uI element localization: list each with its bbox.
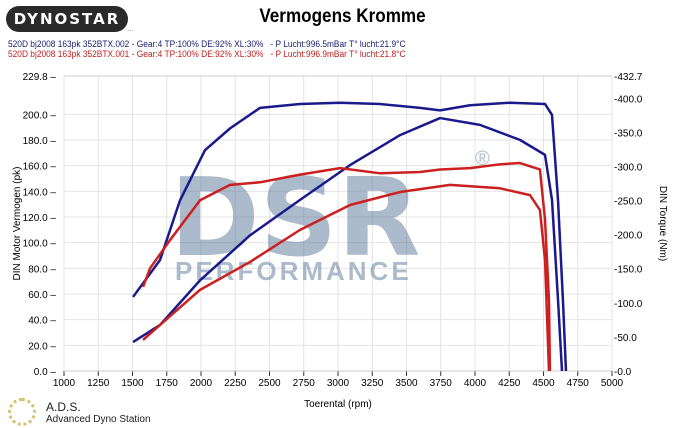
x-tick-label: 1000 (53, 378, 76, 389)
x-tick-label: 2500 (258, 378, 281, 389)
series-line-352btx-002-power (132, 101, 568, 372)
ads-logo-icon (8, 398, 36, 426)
y2-tick-label: -250.0 (614, 197, 643, 208)
y-tick-label: 20.0 – (28, 341, 56, 352)
series-line-352btx-001-power (141, 161, 552, 372)
y2-tick-label: -0.0 (614, 367, 632, 378)
x-tick-label: 4250 (498, 378, 521, 389)
y-tick-label: 60.0 – (28, 290, 56, 301)
x-tick-label: 2750 (293, 378, 316, 389)
y-tick-label: 100.0 – (23, 239, 57, 250)
x-tick-label: 3250 (361, 378, 384, 389)
y-top-label: 229.8 – (23, 72, 57, 83)
y2-tick-label: -350.0 (614, 128, 643, 139)
x-tick-label: 4000 (464, 378, 487, 389)
y2-tick-label: -200.0 (614, 231, 643, 242)
y2-tick-label: -300.0 (614, 162, 643, 173)
y2-tick-label: -100.0 (614, 299, 643, 310)
x-tick-label: 5000 (601, 378, 624, 389)
y2-tick-label: -400.0 (614, 94, 643, 105)
y2-top-label: -432.7 (614, 72, 643, 83)
y-tick-label: 140.0 – (23, 187, 57, 198)
x-tick-label: 1500 (121, 378, 144, 389)
y-tick-label: 0.0 – (34, 367, 57, 378)
chart-title: Vermogens Kromme (259, 6, 426, 27)
y-tick-label: 40.0 – (28, 316, 56, 327)
x-tick-label: 3000 (327, 378, 350, 389)
y-tick-label: 80.0 – (28, 264, 56, 275)
y-tick-label: 160.0 – (23, 162, 57, 173)
x-axis-label: Toerental (rpm) (304, 399, 372, 410)
y-tick-label: 120.0 – (23, 213, 57, 224)
watermark-logo: DSR (170, 156, 421, 281)
x-tick-label: 2000 (190, 378, 213, 389)
footer-name: A.D.S. (46, 400, 81, 414)
run-legend-1: 520D bj2008 163pk 352BTX.002 - Gear:4 TP… (8, 39, 406, 50)
x-tick-label: 4500 (532, 378, 555, 389)
logo-subtext: ... (128, 27, 134, 33)
x-tick-label: 2250 (224, 378, 247, 389)
series-line-352btx-002-torque (132, 116, 564, 372)
y-axis-label: DIN Motor Vermogen (pk) (12, 167, 23, 281)
x-tick-label: 1750 (156, 378, 179, 389)
y-tick-label: 200.0 – (23, 110, 57, 121)
y2-tick-label: -150.0 (614, 265, 643, 276)
x-tick-label: 3750 (430, 378, 453, 389)
x-tick-label: 4750 (567, 378, 590, 389)
y2-axis-label: DIN Torque (Nm) (657, 186, 668, 261)
dynostar-logo: DYNOSTAR (6, 6, 128, 32)
footer-subtitle: Advanced Dyno Station (46, 414, 151, 425)
series-line-352btx-001-torque (142, 183, 551, 372)
x-tick-label: 1250 (87, 378, 110, 389)
y2-tick-label: -50.0 (614, 333, 637, 344)
run-legend-2: 520D bj2008 163pk 352BTX.001 - Gear:4 TP… (8, 49, 406, 60)
y-tick-label: 180.0 – (23, 136, 57, 147)
x-tick-label: 3500 (395, 378, 418, 389)
watermark-registered: ® (475, 148, 490, 170)
